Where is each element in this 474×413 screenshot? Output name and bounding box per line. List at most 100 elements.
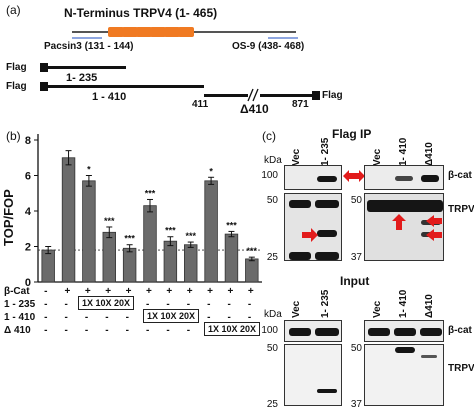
lane-1-235: 1- 235	[320, 137, 331, 166]
row-sign-row_410: -	[227, 312, 231, 323]
mw-25-input-left: 25	[266, 399, 278, 410]
significance-label: ***	[247, 246, 258, 256]
red-arrow-betacat-left	[343, 170, 365, 182]
band-input-betacat-d410	[420, 328, 442, 336]
bar	[143, 205, 157, 283]
row-sign-beta_cat: +	[207, 286, 213, 297]
dose-box-1-235: 1X 10X 20X	[78, 296, 135, 310]
ankyrin-repeats	[108, 27, 196, 37]
trpv4-label-input: TRPV4	[448, 363, 474, 374]
construct-1-410	[48, 85, 204, 88]
mw-37-right: 37	[350, 252, 362, 263]
row-sign-beta_cat: +	[227, 286, 234, 297]
band-betacat-1-235	[317, 176, 337, 182]
row-sign-row_235: -	[186, 299, 191, 310]
row-sign-row_d410: -	[105, 325, 109, 336]
betacat-label-ip: β-cat	[448, 170, 472, 181]
significance-label: ***	[104, 216, 115, 226]
band-light-chain-1-235	[315, 252, 339, 260]
significance-label: ***	[185, 231, 196, 241]
row-sign-row_d410: -	[166, 325, 170, 336]
band-input-betacat-1-235	[315, 328, 339, 336]
band-input-trpv4-1-235	[317, 389, 337, 393]
ntermius-title: N-Terminus TRPV4 (1- 465)	[64, 6, 218, 20]
lane-vec-right: Vec	[372, 148, 383, 166]
band-heavy-chain-right	[367, 200, 443, 212]
blot-ip-betacat-right	[364, 165, 444, 190]
input-title: Input	[340, 274, 370, 288]
mw-37-input-right: 37	[350, 399, 362, 410]
row-sign-row_410: -	[64, 312, 68, 323]
construct-1-410-label: 1 - 410	[92, 91, 127, 103]
bar	[102, 231, 116, 283]
panel-c-label: (c)	[262, 129, 276, 143]
os9-region	[268, 37, 298, 39]
row-sign-beta_cat: +	[186, 286, 193, 297]
pacsin-label: Pacsin3 (131 - 144)	[44, 41, 134, 52]
band-input-trpv4-d410	[421, 355, 437, 358]
flag-ip-title: Flag IP	[332, 127, 372, 141]
bar	[41, 249, 55, 283]
blot-input-trpv4-right	[364, 344, 444, 406]
flag-box-1	[40, 63, 48, 72]
blot-ip-betacat-left	[284, 165, 342, 190]
row-sign-beta_cat: +	[64, 286, 71, 297]
row-sign-row_410: -	[105, 312, 109, 323]
row-sign-row_235: -	[247, 299, 252, 310]
red-arrow-trpv4-1-235	[302, 228, 318, 242]
significance-label: ***	[165, 226, 176, 236]
band-heavy-chain-vec	[289, 200, 311, 208]
bar	[184, 244, 198, 283]
lane-d410: Δ410	[424, 142, 435, 166]
significance-label: ***	[124, 234, 135, 244]
mw-50-left: 50	[266, 195, 278, 206]
kda-label-top: kDa	[264, 155, 282, 166]
panel-b-label: (b)	[6, 129, 21, 143]
row-label-beta-cat: β-Cat	[4, 286, 30, 297]
flag-box-3	[312, 91, 320, 100]
flag-label-3: Flag	[322, 90, 343, 101]
delta410-label: Δ410	[240, 102, 269, 116]
row-sign-beta_cat: -	[44, 286, 48, 297]
flag-label-1: Flag	[6, 62, 27, 73]
row-sign-row_410: -	[44, 312, 48, 323]
flag-label-2: Flag	[6, 81, 27, 92]
trpv4-label-ip: TRPV4	[448, 204, 474, 215]
construct-d410-left	[204, 94, 248, 97]
dose-box-d410: 1X 10X 20X	[204, 322, 261, 336]
blot-input-betacat-left	[284, 320, 342, 342]
break-mark	[247, 88, 259, 102]
betacat-label-input: β-cat	[448, 325, 472, 336]
kda-label-input: kDa	[264, 309, 282, 320]
bar	[224, 233, 239, 283]
row-sign-row_410: -	[84, 312, 89, 323]
band-betacat-1-410	[395, 176, 413, 181]
y-tick-label: 4	[25, 206, 32, 218]
lane-vec-right-input: Vec	[372, 300, 383, 318]
pos-411-label: 411	[192, 99, 209, 110]
significance-label: ***	[145, 188, 156, 198]
lane-d410-input: Δ410	[424, 294, 435, 318]
row-sign-beta_cat: +	[146, 286, 152, 297]
os9-label: OS-9 (438- 468)	[232, 41, 305, 52]
lane-vec-left: Vec	[291, 148, 302, 166]
bar	[82, 180, 96, 283]
band-input-betacat-1-410	[394, 328, 416, 336]
construct-d410-right	[260, 94, 312, 97]
red-arrow-trpv4-d410-upper	[426, 215, 442, 227]
significance-label: *	[87, 165, 91, 175]
lane-1-410-input: 1- 410	[398, 289, 409, 318]
row-sign-row_d410: -	[146, 325, 150, 336]
row-sign-row_410: -	[125, 312, 129, 323]
significance-label: ***	[226, 220, 237, 230]
mw-50-input-left: 50	[266, 343, 278, 354]
dose-box-1-410: 1X 10X 20X	[143, 309, 200, 323]
band-input-trpv4-1-410	[395, 347, 415, 353]
band-trpv4-1-235	[317, 230, 337, 237]
pacsin-region	[72, 37, 102, 39]
row-sign-beta_cat: +	[105, 286, 112, 297]
lane-vec-left-input: Vec	[291, 300, 302, 318]
bar	[163, 240, 178, 283]
row-label-1-235: 1 - 235	[4, 299, 36, 310]
